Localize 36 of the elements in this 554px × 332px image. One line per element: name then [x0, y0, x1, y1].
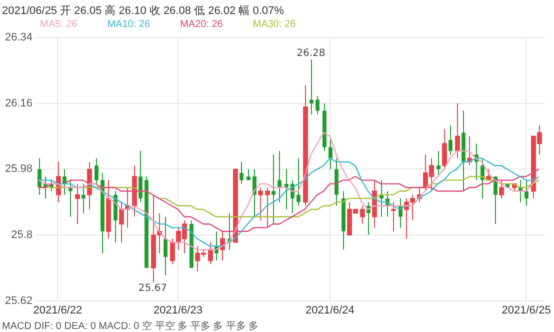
- candlestick: [480, 158, 484, 199]
- candlestick: [328, 139, 332, 170]
- x-tick-label: 2021/6/22: [33, 304, 82, 316]
- text: MA30: 26: [252, 19, 296, 30]
- y-tick-label: 26.34: [4, 32, 33, 44]
- candlestick: [436, 150, 440, 178]
- candlestick: [448, 124, 452, 156]
- text: MA5: 26: [40, 19, 78, 30]
- candlestick: [316, 96, 320, 115]
- candlestick: [284, 168, 288, 210]
- annotation: 26.28: [296, 48, 326, 60]
- y-tick-label: 25.62: [4, 294, 33, 307]
- chart-title: 2021/06/25 开 26.05 高 26.10 收 26.08 低 26.02 幅 0.07%: [2, 4, 284, 18]
- candlestick: [252, 168, 256, 218]
- candlestick: [164, 216, 168, 276]
- y-tick-label: 25.8: [11, 229, 33, 242]
- candlestick: [296, 158, 300, 206]
- candlestick: [494, 176, 498, 225]
- text: MA10: 26: [107, 19, 150, 30]
- candlestick: [240, 161, 244, 184]
- y-tick-label: 25.98: [4, 163, 33, 176]
- x-tick-label: 2021/6/25: [502, 304, 551, 316]
- candlestick: [94, 158, 98, 184]
- candlestick: [310, 59, 314, 115]
- candlestick: [524, 180, 528, 206]
- x-tick-label: 2021/6/23: [154, 304, 202, 316]
- annotation: 25.67: [138, 283, 167, 294]
- candlestick: [82, 183, 86, 214]
- text: MACD DIF: 0 DEA: 0 MACD: 0 空 平空 多 平多 多 平多 多: [2, 321, 259, 332]
- candlestick: [272, 154, 276, 225]
- candlestick: [138, 150, 142, 203]
- candlestick: [38, 158, 42, 196]
- candlestick: [278, 150, 282, 203]
- x-tick-label: 2021/6/24: [305, 304, 354, 316]
- text: MA20: 26: [180, 19, 223, 30]
- y-tick-label: 26.16: [4, 97, 33, 110]
